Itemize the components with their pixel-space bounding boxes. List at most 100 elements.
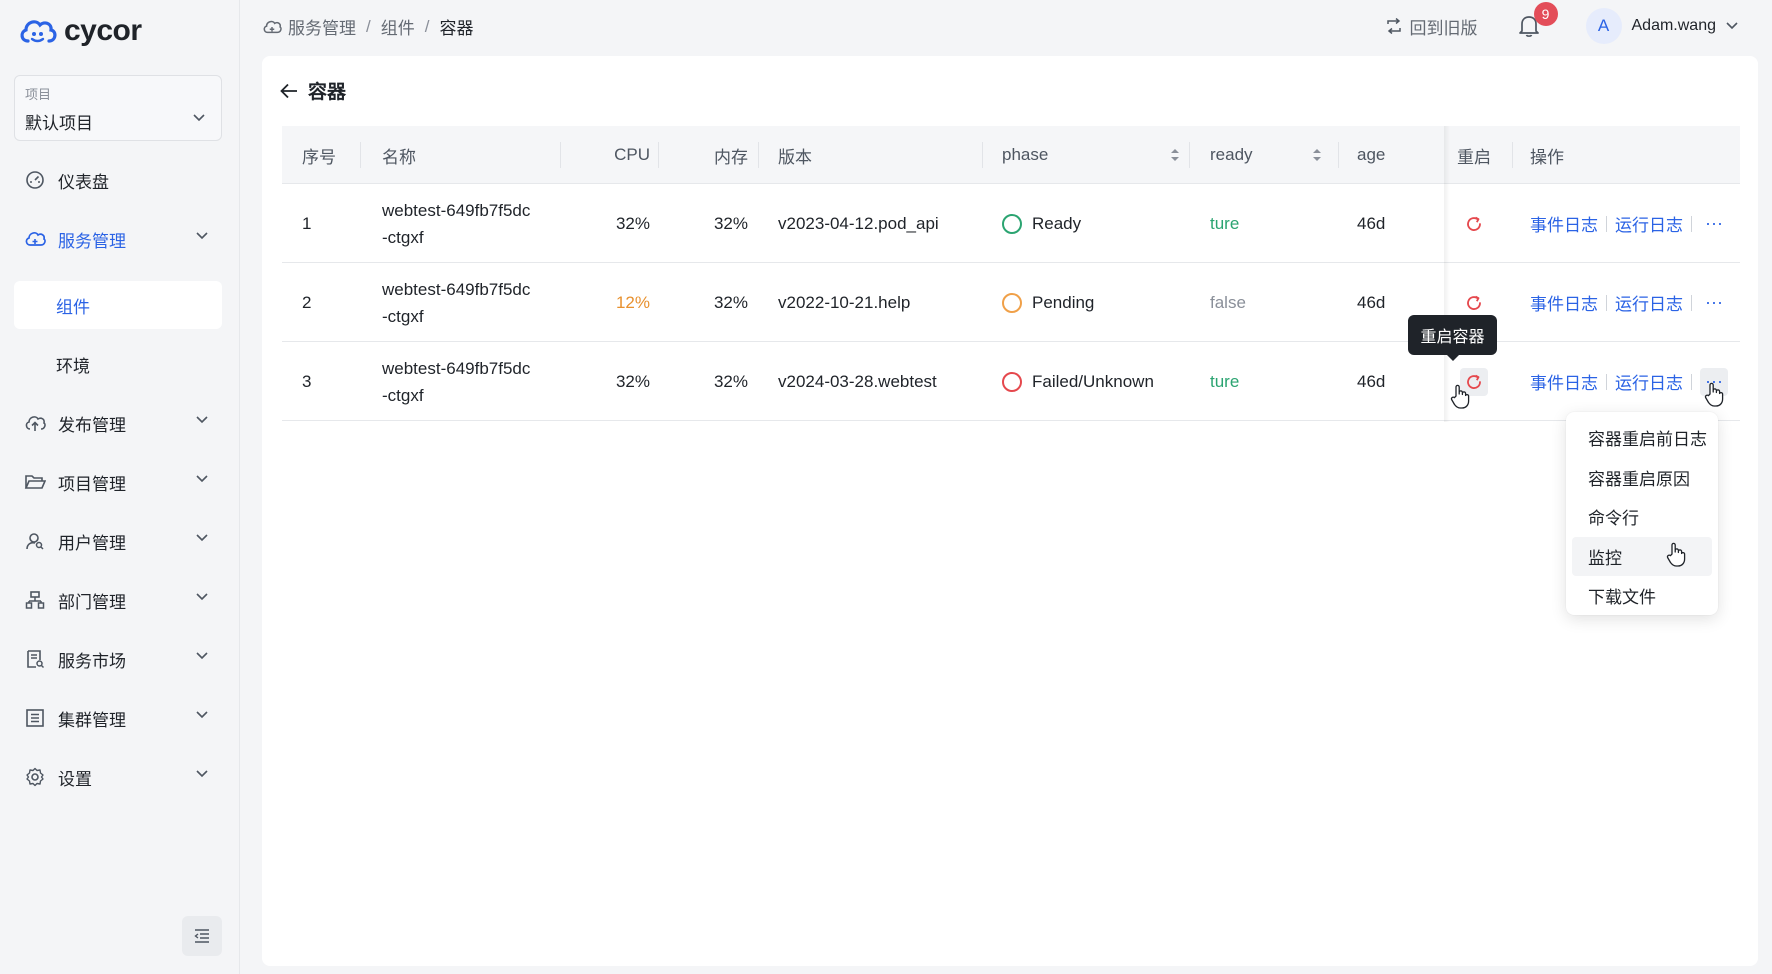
logo[interactable]: cycor <box>18 14 142 48</box>
folder-open-icon <box>24 471 46 493</box>
back-to-old-version-label: 回到旧版 <box>1409 18 1478 38</box>
cell-phase-label: Ready <box>1032 213 1082 233</box>
dashboard-icon <box>24 169 46 191</box>
sort-icon[interactable] <box>1312 147 1322 163</box>
sidebar-item-service-management[interactable]: 服务管理 <box>14 215 222 263</box>
cell-restart <box>1436 342 1512 421</box>
sidebar-item-cluster-management[interactable]: 集群管理 <box>14 694 222 742</box>
column-header-phase[interactable]: phase <box>1002 126 1192 184</box>
chevron-down-icon <box>1726 22 1738 30</box>
cell-age: 46d <box>1357 213 1386 233</box>
sidebar-subitem-components[interactable]: 组件 <box>14 281 222 329</box>
menu-item-restart-reason[interactable]: 容器重启原因 <box>1588 469 1690 489</box>
column-header-phase-label: phase <box>1002 145 1049 164</box>
more-actions-dropdown: 容器重启前日志 容器重启原因 命令行 监控 下载文件 <box>1566 412 1718 615</box>
sidebar-item-label: 服务市场 <box>58 651 126 671</box>
brand-name: cycor <box>64 14 142 47</box>
arrow-left-icon[interactable] <box>280 83 298 99</box>
menu-item-command-line[interactable]: 命令行 <box>1588 509 1639 529</box>
table-row: 1 webtest-649fb7f5dc -ctgxf 32% 32% v202… <box>282 184 1740 263</box>
menu-item-pre-restart-logs[interactable]: 容器重启前日志 <box>1588 430 1707 450</box>
cell-cpu: 32% <box>615 371 650 391</box>
cell-phase: Failed/Unknown <box>1002 342 1154 421</box>
cell-restart <box>1436 263 1512 342</box>
refresh-icon <box>1467 295 1481 310</box>
restart-container-button[interactable] <box>1460 210 1488 238</box>
sidebar-collapse-button[interactable] <box>182 916 222 956</box>
hand-cursor-icon <box>1450 384 1470 409</box>
cell-index: 1 <box>302 213 312 233</box>
column-header-ready[interactable]: ready <box>1210 126 1336 184</box>
sidebar-item-project-management[interactable]: 项目管理 <box>14 458 222 506</box>
cell-name-line: webtest-649fb7f5dc <box>382 279 531 299</box>
cell-memory: 32% <box>713 292 748 312</box>
sidebar-item-user-management[interactable]: 用户管理 <box>14 517 222 565</box>
more-actions-button[interactable]: ··· <box>1705 292 1723 312</box>
cell-phase-label: Pending <box>1032 292 1095 312</box>
cell-restart <box>1436 184 1512 263</box>
page-title: 容器 <box>308 82 347 103</box>
chevron-down-icon <box>196 652 208 660</box>
cloud-service-icon <box>263 20 282 33</box>
project-select[interactable]: 项目 默认项目 <box>14 75 222 141</box>
market-doc-icon <box>24 648 46 670</box>
breadcrumb-item-service-management[interactable]: 服务管理 <box>288 19 356 38</box>
menu-item-download-file[interactable]: 下载文件 <box>1588 588 1656 608</box>
sidebar-item-settings[interactable]: 设置 <box>14 753 222 801</box>
notifications-button[interactable]: 9 <box>1518 2 1558 38</box>
restart-tooltip: 重启容器 <box>1408 315 1497 361</box>
sidebar-subitem-environment[interactable]: 环境 <box>14 340 222 388</box>
sort-icon[interactable] <box>1170 147 1180 163</box>
bell-icon <box>1518 16 1539 37</box>
sidebar-item-release-management[interactable]: 发布管理 <box>14 399 222 447</box>
event-log-link[interactable]: 事件日志 <box>1530 374 1598 393</box>
column-header-actions: 操作 <box>1530 147 1564 167</box>
event-log-link[interactable]: 事件日志 <box>1530 216 1598 235</box>
cell-ready: ture <box>1210 213 1240 233</box>
cell-name-line: -ctgxf <box>382 306 424 326</box>
refresh-icon <box>1467 216 1481 231</box>
breadcrumb-separator: / <box>366 16 371 36</box>
sidebar-item-service-market[interactable]: 服务市场 <box>14 635 222 683</box>
menu-item-monitor[interactable]: 监控 <box>1572 536 1712 576</box>
sidebar: cycor 项目 默认项目 仪表盘 服务管理 组件 环境 发布管理 <box>0 0 240 974</box>
cell-cpu: 12% <box>615 292 650 312</box>
cell-name: webtest-649fb7f5dc -ctgxf <box>382 184 530 263</box>
hand-cursor-icon <box>1704 382 1724 407</box>
breadcrumb-separator: / <box>424 16 430 36</box>
cell-index: 3 <box>302 371 312 391</box>
swap-icon <box>1386 18 1401 34</box>
run-log-link[interactable]: 运行日志 <box>1615 374 1683 393</box>
cell-phase-label: Failed/Unknown <box>1032 371 1154 391</box>
cell-age: 46d <box>1357 371 1386 391</box>
user-search-icon <box>24 530 46 552</box>
back-to-old-version-button[interactable]: 回到旧版 <box>1386 14 1478 39</box>
chevron-down-icon <box>196 711 208 719</box>
cloud-logo-icon <box>20 20 57 43</box>
user-menu[interactable]: A Adam.wang <box>1585 8 1739 44</box>
avatar: A <box>1585 8 1622 44</box>
menu-fold-icon <box>194 929 209 943</box>
column-header-age: age <box>1357 145 1386 164</box>
action-divider <box>1606 373 1607 390</box>
run-log-link[interactable]: 运行日志 <box>1615 216 1683 235</box>
restart-container-button[interactable] <box>1460 289 1488 317</box>
restart-container-button[interactable] <box>1460 367 1488 396</box>
cell-name: webtest-649fb7f5dc -ctgxf <box>382 342 530 421</box>
chevron-down-icon <box>193 114 205 122</box>
cell-ready: false <box>1210 292 1246 312</box>
org-chart-icon <box>24 589 46 611</box>
sidebar-item-department-management[interactable]: 部门管理 <box>14 576 222 624</box>
top-header: 服务管理 / 组件 / 容器 回到旧版 9 A Adam.wang <box>240 0 1772 52</box>
run-log-link[interactable]: 运行日志 <box>1615 295 1683 314</box>
breadcrumb-item-components[interactable]: 组件 <box>380 19 415 38</box>
action-divider <box>1691 294 1692 311</box>
cell-memory: 32% <box>713 371 748 391</box>
cell-phase: Pending <box>1002 263 1094 342</box>
action-divider <box>1606 294 1607 311</box>
more-actions-button[interactable]: ··· <box>1705 213 1723 233</box>
sidebar-item-dashboard[interactable]: 仪表盘 <box>14 156 222 204</box>
header-actions: 回到旧版 9 A Adam.wang <box>1386 0 1772 52</box>
event-log-link[interactable]: 事件日志 <box>1530 295 1598 314</box>
cell-version: v2022-10-21.help <box>778 292 911 312</box>
